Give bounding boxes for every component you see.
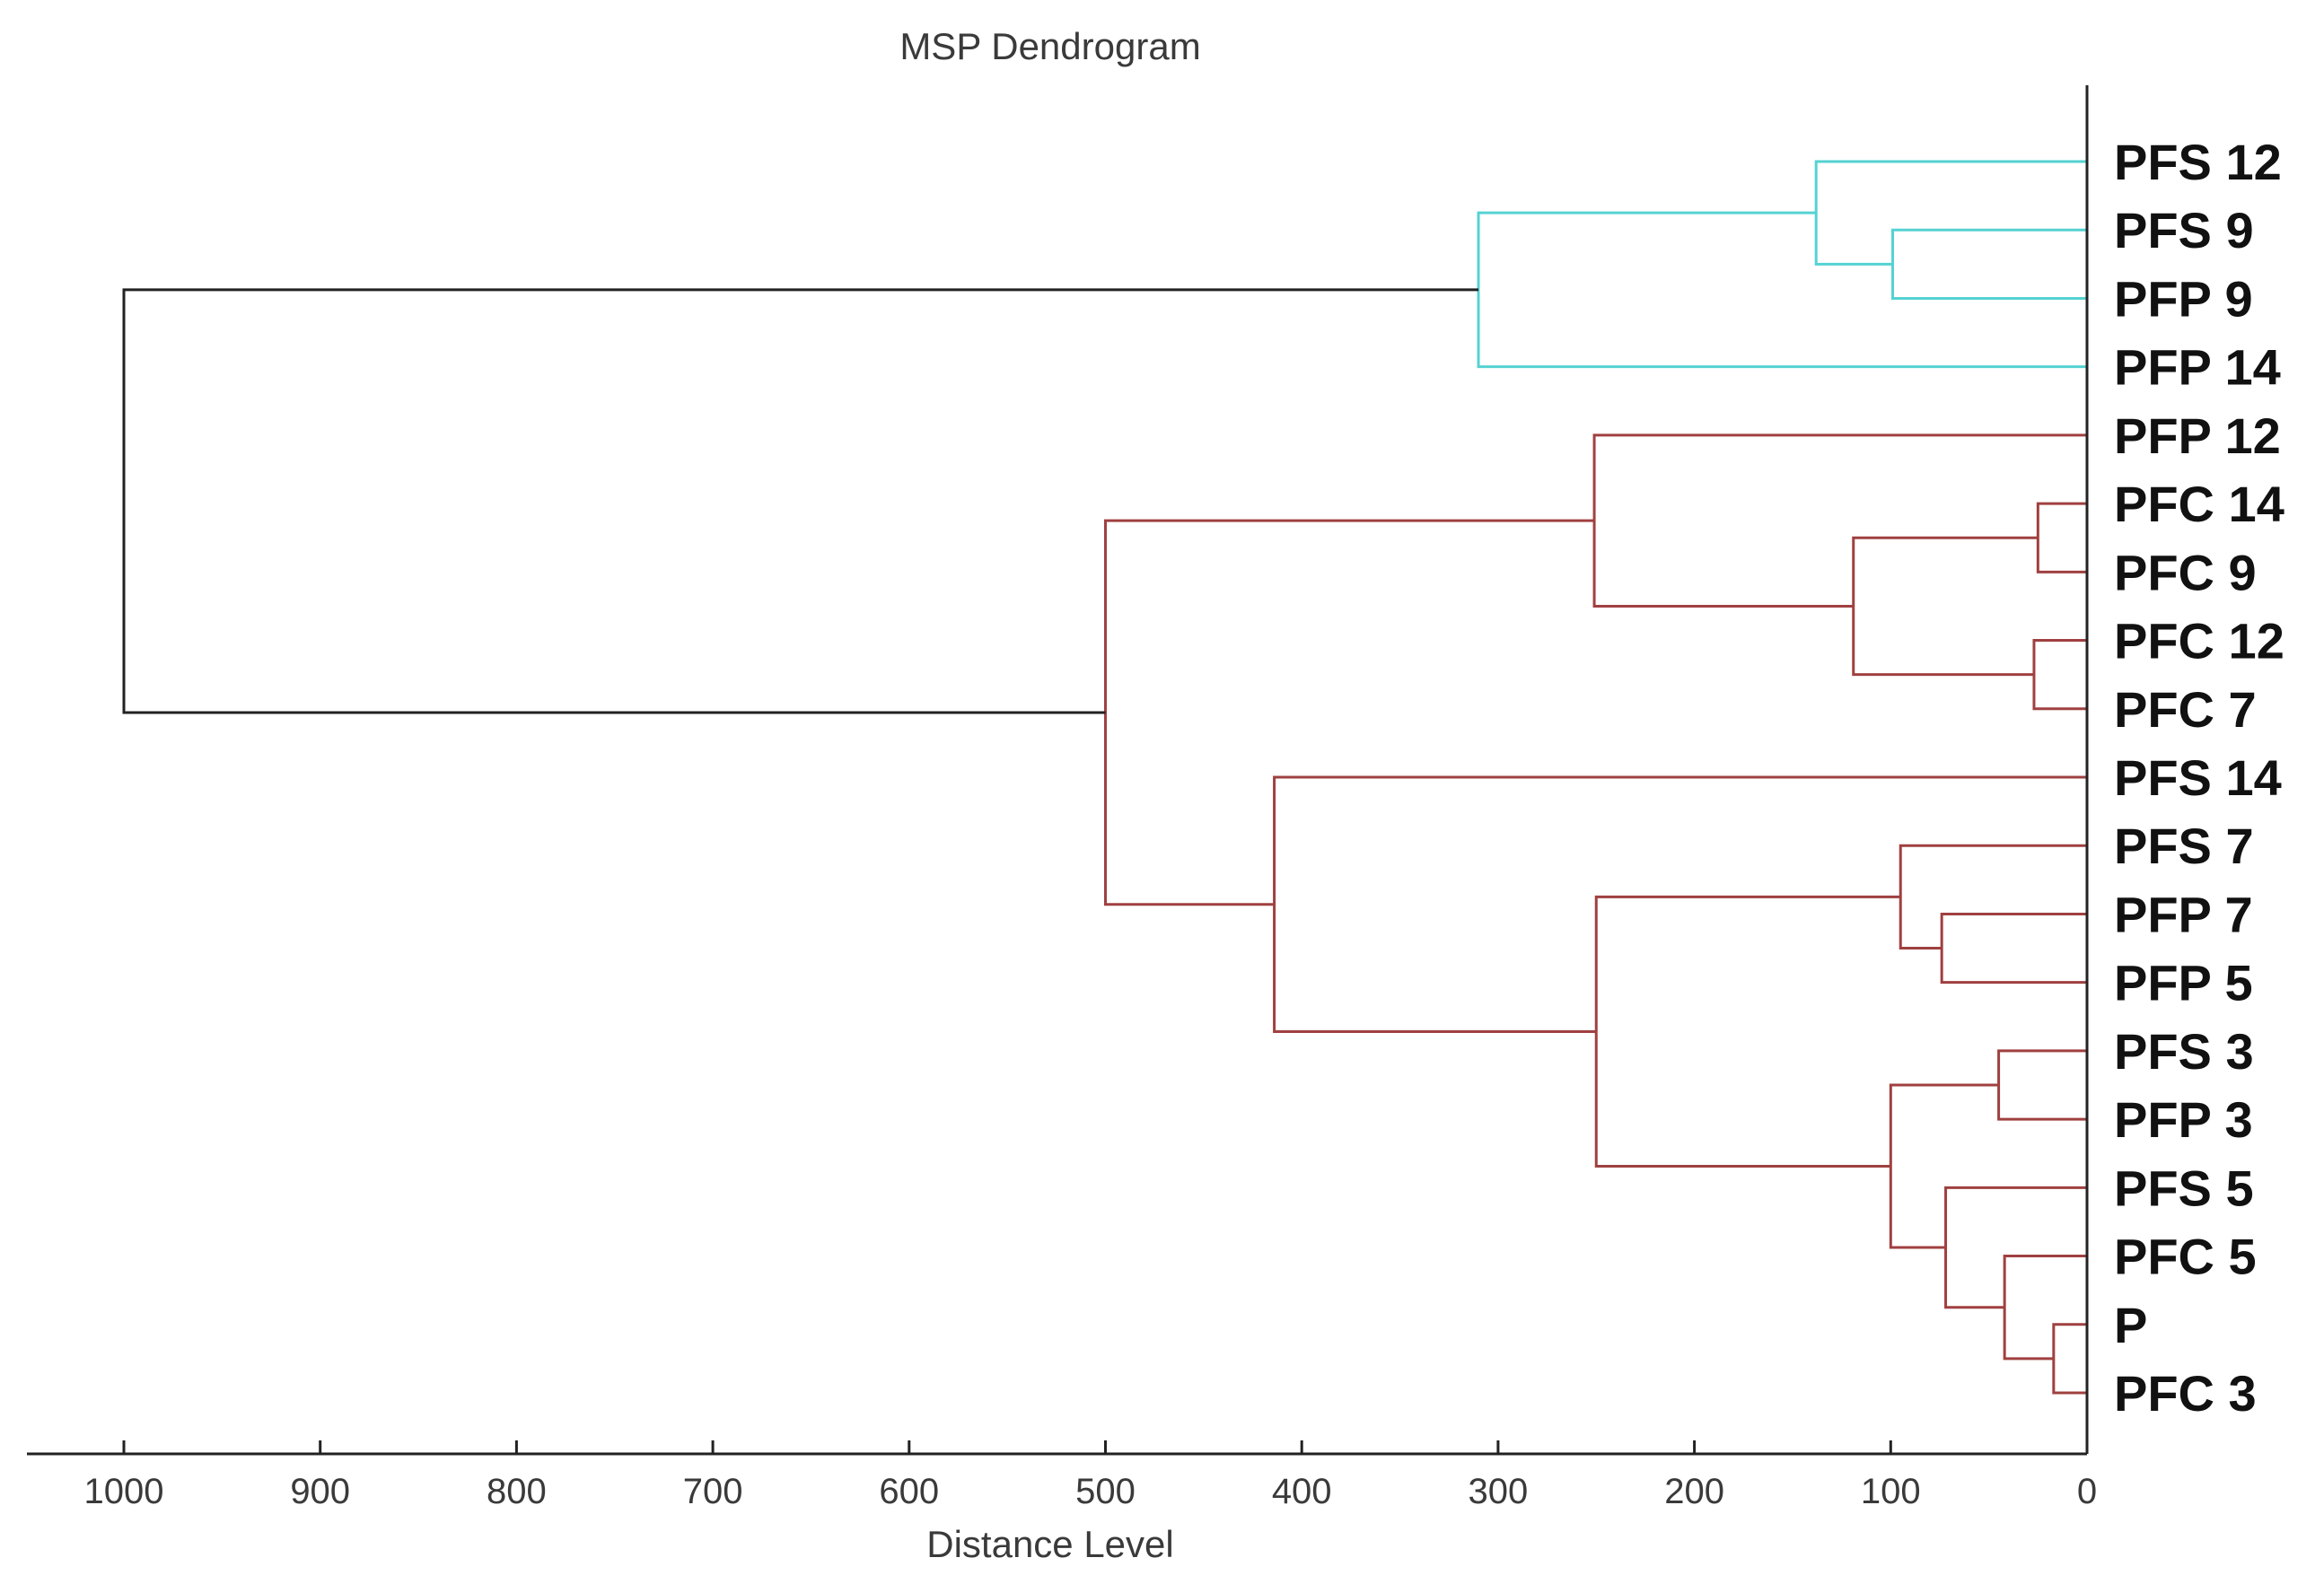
chart-title: MSP Dendrogram — [899, 25, 1200, 67]
x-tick-label-700: 700 — [683, 1472, 743, 1511]
x-tick-label-400: 400 — [1272, 1472, 1332, 1511]
x-tick-label-1000: 1000 — [84, 1472, 164, 1511]
branch-m16 — [1273, 775, 2087, 1033]
leaf-label: PFS 9 — [2114, 202, 2254, 258]
leaf-label: PFC 3 — [2114, 1365, 2257, 1422]
branch-m4 — [2003, 1255, 2087, 1361]
leaf-label: PFC 7 — [2114, 681, 2257, 738]
x-tick-label-500: 500 — [1075, 1472, 1136, 1511]
leaf-labels: PFS 12 PFS 9 PFP 9 PFP 14 PFP 12 PFC 14 PFC 9 P… — [2114, 134, 2285, 1422]
branch-m7 — [1940, 912, 2087, 985]
branch-m8 — [1899, 844, 2087, 950]
x-tick-label-900: 900 — [290, 1472, 350, 1511]
leaf-label: PFP 3 — [2114, 1091, 2253, 1148]
leaf-label: PFS 12 — [2114, 134, 2282, 190]
leaf-label: PFC 5 — [2114, 1229, 2257, 1285]
branch-m18 — [122, 288, 1479, 714]
branch-m14 — [1592, 433, 2087, 608]
branch-m3 — [2032, 639, 2087, 711]
leaf-label: PFC 9 — [2114, 544, 2257, 600]
branch-m15 — [1477, 211, 2087, 369]
leaf-label: PFP 12 — [2114, 407, 2281, 464]
x-axis-ticks: 1000 900 800 700 600 500 400 300 200 100 0 — [84, 1440, 2097, 1511]
leaf-label: PFS 7 — [2114, 818, 2254, 874]
dendrogram-branches — [122, 160, 2087, 1395]
leaf-label: PFC 14 — [2114, 476, 2285, 532]
branch-m2 — [2036, 502, 2087, 573]
branch-m1 — [2052, 1323, 2087, 1395]
leaf-label: PFP 9 — [2114, 270, 2253, 327]
leaf-label: PFP 14 — [2114, 339, 2281, 396]
branch-m12 — [1814, 160, 2087, 266]
x-tick-label-600: 600 — [879, 1472, 939, 1511]
leaf-label: PFS 14 — [2114, 749, 2282, 806]
x-tick-label-200: 200 — [1664, 1472, 1724, 1511]
branch-m13 — [1594, 895, 1901, 1168]
x-tick-label-0: 0 — [2077, 1472, 2097, 1511]
branch-m6 — [1944, 1186, 2087, 1309]
x-tick-label-100: 100 — [1861, 1472, 1921, 1511]
leaf-label: P — [2114, 1297, 2147, 1353]
x-tick-label-300: 300 — [1469, 1472, 1529, 1511]
branch-m11 — [1852, 536, 2039, 677]
leaf-label: PFP 5 — [2114, 955, 2253, 1011]
leaf-label: PFP 7 — [2114, 886, 2253, 942]
x-axis-label: Distance Level — [926, 1523, 1173, 1565]
branch-m9 — [1890, 228, 2087, 300]
branch-m17 — [1104, 519, 1595, 906]
leaf-label: PFS 5 — [2114, 1160, 2254, 1216]
leaf-label: PFS 3 — [2114, 1023, 2254, 1080]
branch-m5 — [1997, 1049, 2087, 1121]
leaf-label: PFC 12 — [2114, 613, 2285, 669]
x-tick-label-800: 800 — [487, 1472, 547, 1511]
